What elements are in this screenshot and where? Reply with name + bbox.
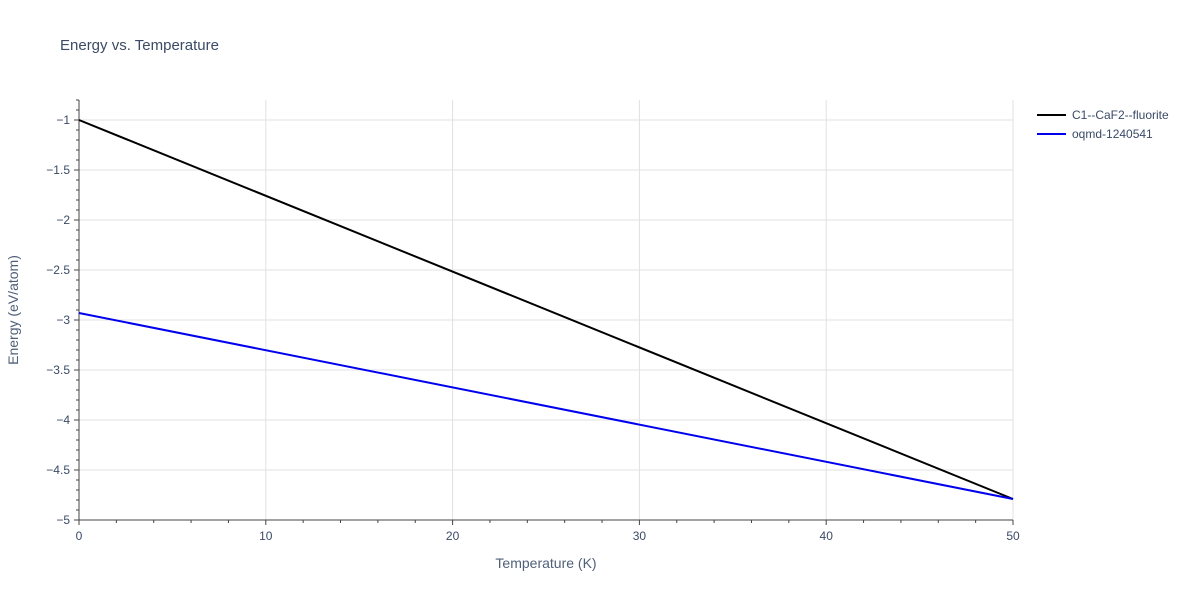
x-tick-label: 0 — [76, 529, 83, 543]
y-tick-label: −3 — [56, 313, 70, 327]
series-line — [78, 119, 1014, 500]
grid-lines — [79, 100, 1014, 520]
y-tick-label: −2 — [56, 213, 70, 227]
x-tick-label: 40 — [820, 529, 834, 543]
legend-label: oqmd-1240541 — [1072, 127, 1153, 141]
legend-item[interactable]: C1--CaF2--fluorite — [1037, 108, 1169, 122]
y-tick-label: −4 — [56, 413, 70, 427]
y-tick-label: −1.5 — [46, 163, 70, 177]
legend-label: C1--CaF2--fluorite — [1072, 108, 1169, 122]
legend[interactable]: C1--CaF2--fluorite oqmd-1240541 — [1037, 108, 1169, 141]
x-tick-label: 50 — [1006, 529, 1020, 543]
y-tick-label: −3.5 — [46, 363, 70, 377]
series-line — [78, 312, 1014, 500]
y-tick-label: −5 — [56, 513, 70, 527]
y-tick-label: −4.5 — [46, 463, 70, 477]
x-axis-title: Temperature (K) — [495, 555, 596, 571]
axes: 0 10 20 30 40 50 −1 −1.5 −2 −2.5 −3 −3.5 −4 −4.5 −5 — [46, 99, 1020, 543]
x-tick-label: 10 — [259, 529, 273, 543]
x-tick-label: 30 — [633, 529, 647, 543]
legend-item[interactable]: oqmd-1240541 — [1037, 127, 1153, 141]
y-axis-title: Energy (eV/atom) — [5, 255, 21, 365]
x-tick-label: 20 — [446, 529, 460, 543]
y-tick-label: −2.5 — [46, 263, 70, 277]
chart-title: Energy vs. Temperature — [60, 37, 219, 54]
y-tick-label: −1 — [56, 113, 70, 127]
plot-series — [78, 119, 1014, 500]
